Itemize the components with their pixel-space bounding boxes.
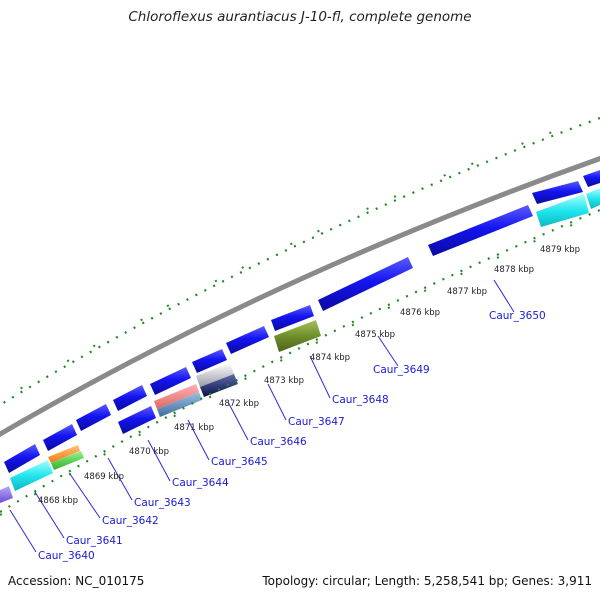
gene-label[interactable]: Caur_3650 — [489, 310, 546, 322]
cds-arrow[interactable] — [271, 305, 314, 331]
genome-summary-text: Topology: circular; Length: 5,258,541 bp… — [262, 574, 592, 588]
cds-block[interactable] — [10, 460, 53, 491]
cds-arrow[interactable] — [150, 367, 191, 395]
cds-block[interactable] — [157, 392, 202, 417]
cds-block[interactable] — [48, 445, 80, 463]
cds-arrow[interactable] — [113, 385, 147, 411]
leader-lines — [9, 279, 515, 553]
map-title: Chloroflexus aurantiacus J-10-fl, comple… — [128, 9, 472, 25]
accession-text: Accession: NC_010175 — [8, 574, 145, 588]
kbp-label: 4875 kbp — [355, 330, 395, 340]
cds-arrow[interactable] — [532, 181, 583, 204]
inner-tick-ring — [0, 212, 600, 516]
cds-arrow[interactable] — [583, 170, 600, 187]
cds-arrow[interactable] — [428, 205, 533, 256]
cds-arrow[interactable] — [192, 349, 227, 373]
gene-label[interactable]: Caur_3645 — [211, 456, 268, 468]
cds-block[interactable] — [274, 320, 321, 352]
gene-label[interactable]: Caur_3641 — [66, 535, 123, 547]
forward-strand-cds — [4, 170, 600, 473]
gene-label[interactable]: Caur_3647 — [288, 416, 345, 428]
kbp-label: 4879 kbp — [540, 245, 580, 255]
cds-arrow[interactable] — [226, 326, 269, 354]
kbp-label: 4873 kbp — [264, 376, 304, 386]
kbp-label: 4871 kbp — [174, 423, 214, 433]
gene-label[interactable]: Caur_3646 — [250, 436, 307, 448]
inner-dotted-ring — [0, 208, 600, 513]
kbp-label: 4868 kbp — [38, 496, 78, 506]
cds-block[interactable] — [51, 451, 84, 470]
cds-block[interactable] — [536, 194, 589, 227]
kbp-label: 4874 kbp — [310, 353, 350, 363]
gene-labels: Caur_3640 Caur_3641 Caur_3642 Caur_3643 … — [38, 310, 546, 562]
outer-tick-ring — [0, 113, 600, 403]
cds-block[interactable] — [118, 406, 156, 434]
reverse-strand-cds — [0, 188, 600, 503]
cds-block[interactable] — [154, 384, 199, 409]
kbp-label: 4869 kbp — [84, 472, 124, 482]
cds-block[interactable] — [586, 188, 600, 209]
cds-block[interactable] — [0, 486, 13, 503]
gene-label[interactable]: Caur_3640 — [38, 550, 95, 562]
cds-arrow[interactable] — [318, 257, 413, 311]
gene-label[interactable]: Caur_3649 — [373, 364, 430, 376]
kbp-label: 4876 kbp — [400, 308, 440, 318]
cds-arrow[interactable] — [76, 404, 111, 431]
cds-arrow[interactable] — [43, 424, 77, 451]
cds-block[interactable] — [196, 363, 234, 387]
cds-arrow[interactable] — [4, 444, 40, 473]
kbp-labels: 4868 kbp 4869 kbp 4870 kbp 4871 kbp 4872… — [38, 245, 580, 506]
cds-block[interactable] — [200, 374, 238, 397]
kbp-label: 4877 kbp — [447, 287, 487, 297]
kbp-label: 4878 kbp — [494, 265, 534, 275]
genome-backbone — [0, 155, 600, 438]
gene-label[interactable]: Caur_3642 — [102, 515, 159, 527]
gene-label[interactable]: Caur_3648 — [332, 394, 389, 406]
gene-label[interactable]: Caur_3643 — [134, 497, 191, 509]
kbp-label: 4872 kbp — [219, 399, 259, 409]
kbp-label: 4870 kbp — [129, 447, 169, 457]
outer-dotted-ring — [0, 116, 600, 407]
gene-label[interactable]: Caur_3644 — [172, 477, 229, 489]
